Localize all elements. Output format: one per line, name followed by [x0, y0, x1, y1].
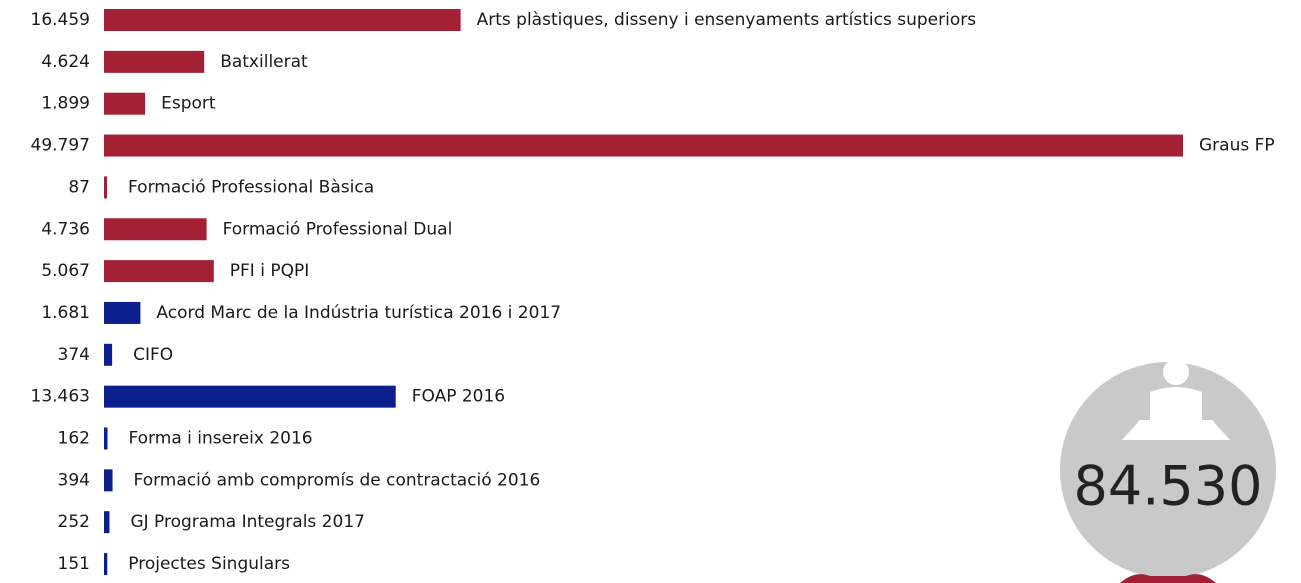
value-label: 374	[58, 345, 90, 365]
category-label: Arts plàstiques, disseny i ensenyaments …	[477, 10, 977, 30]
value-label: 252	[58, 512, 90, 532]
bar	[104, 218, 207, 241]
category-label: Projectes Singulars	[128, 554, 290, 574]
value-label: 5.067	[41, 261, 90, 281]
category-label: Formació Professional Dual	[223, 219, 453, 239]
bar	[104, 301, 141, 324]
bar	[104, 427, 108, 450]
bar	[104, 134, 1183, 157]
value-label: 87	[68, 177, 90, 197]
category-label: Batxillerat	[220, 52, 308, 72]
bar	[104, 9, 461, 31]
category-label: FOAP 2016	[412, 387, 505, 407]
value-label: 4.624	[41, 52, 90, 72]
category-label: Formació Professional Bàsica	[128, 177, 374, 197]
category-label: Forma i insereix 2016	[129, 429, 313, 449]
bar	[104, 176, 107, 199]
total-circle	[1060, 362, 1276, 578]
category-label: Acord Marc de la Indústria turística 201…	[156, 303, 561, 323]
value-label: 162	[58, 429, 90, 449]
value-label: 16.459	[31, 10, 90, 30]
value-label: 1.681	[41, 303, 90, 323]
reader-icon	[1122, 359, 1230, 440]
value-label: 151	[58, 554, 90, 574]
bar	[104, 92, 146, 115]
value-label: 4.736	[41, 219, 90, 239]
bar	[104, 469, 113, 492]
bar	[104, 260, 214, 283]
category-label: GJ Programa Integrals 2017	[130, 512, 365, 532]
category-label: Formació amb compromís de contractació 2…	[134, 470, 541, 490]
total-value: 84.530	[1074, 455, 1263, 518]
bar	[104, 50, 205, 73]
ribbon	[1120, 574, 1216, 583]
category-label: PFI i PQPI	[230, 261, 309, 281]
category-label: CIFO	[133, 345, 173, 365]
category-label: Esport	[161, 94, 216, 114]
bar	[104, 553, 108, 576]
value-label: 13.463	[31, 387, 90, 407]
bar	[104, 385, 396, 408]
value-label: 394	[58, 470, 90, 490]
bar	[104, 343, 113, 366]
value-label: 1.899	[41, 94, 90, 114]
category-label: Graus FP	[1199, 136, 1275, 156]
value-label: 49.797	[31, 136, 90, 156]
bar	[104, 511, 110, 534]
